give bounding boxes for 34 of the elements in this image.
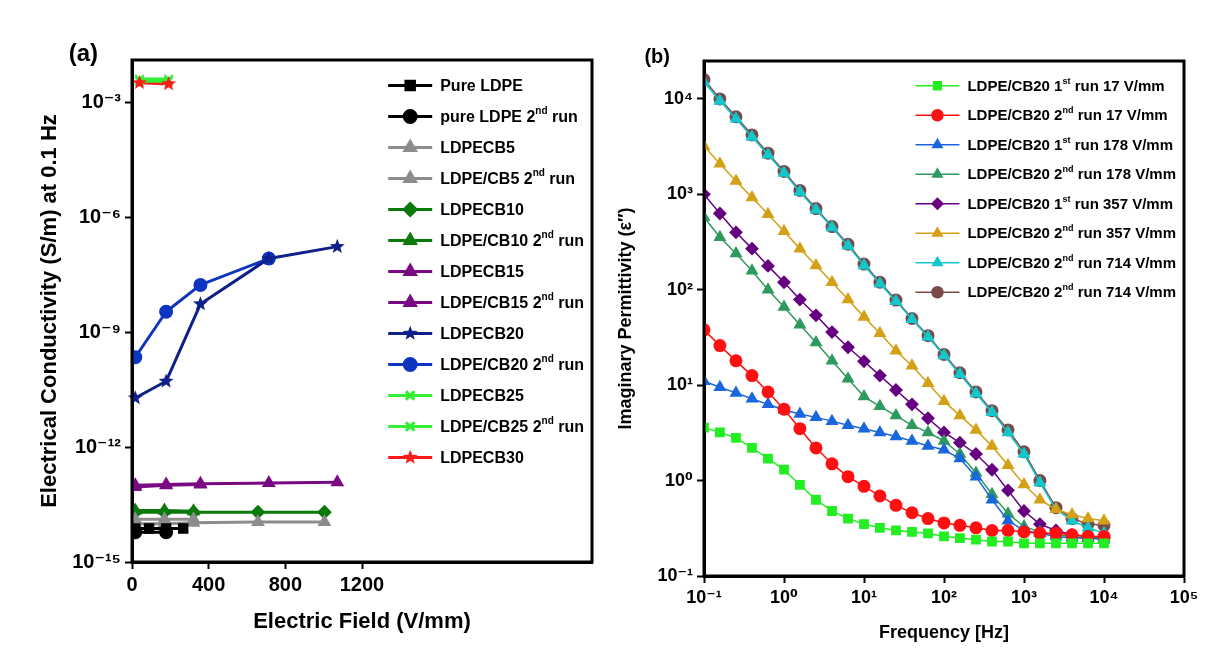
- legend-label: LDPECB15: [440, 262, 524, 280]
- legend-label: Pure LDPE: [440, 76, 524, 94]
- x-tick-label: 10¹: [850, 586, 878, 607]
- y-tick-label: 10³: [666, 183, 694, 204]
- y-tick-label: 10⁻⁹: [78, 319, 121, 342]
- x-tick-label: 10⁰: [770, 586, 799, 607]
- y-axis-title: Electrical Conductivity (S/m) at 0.1 Hz: [36, 114, 62, 508]
- y-tick-label: 10²: [666, 278, 694, 299]
- x-tick-label: 10³: [1010, 586, 1038, 607]
- y-tick-label: 10⁻⁶: [78, 204, 121, 227]
- y-tick-label: 10⁰: [665, 469, 694, 490]
- legend-label: LDPECB5: [440, 138, 515, 156]
- x-axis-title: Electric Field (V/mm): [253, 607, 471, 633]
- legend-label: LDPECB25: [440, 386, 524, 404]
- x-tick-label: 10²: [930, 586, 958, 607]
- x-tick-label: 10⁻¹: [686, 586, 722, 607]
- x-tick-label: 10⁴: [1089, 586, 1119, 607]
- chart-title: (a): [68, 38, 99, 66]
- x-tick-label: 10⁵: [1169, 586, 1199, 607]
- x-axis-title: Frequency [Hz]: [878, 622, 1010, 643]
- x-tick-label: 400: [191, 572, 226, 595]
- y-tick-label: 10⁻¹⁵: [72, 549, 121, 572]
- y-axis-title: Imaginary Permittivity (ε″): [614, 207, 635, 430]
- y-tick-label: 10⁻¹²: [74, 434, 122, 457]
- x-tick-label: 800: [268, 572, 303, 595]
- legend-label: LDPECB20: [440, 324, 524, 342]
- x-tick-label: 1200: [339, 572, 385, 595]
- legend-label: LDPECB30: [440, 448, 524, 466]
- legend-label: LDPECB10: [440, 200, 524, 218]
- x-tick-label: 0: [126, 572, 138, 595]
- y-tick-label: 10¹: [666, 374, 694, 395]
- chart-title: (b): [644, 44, 671, 67]
- y-tick-label: 10⁻³: [81, 89, 122, 112]
- y-tick-label: 10⁴: [664, 87, 693, 108]
